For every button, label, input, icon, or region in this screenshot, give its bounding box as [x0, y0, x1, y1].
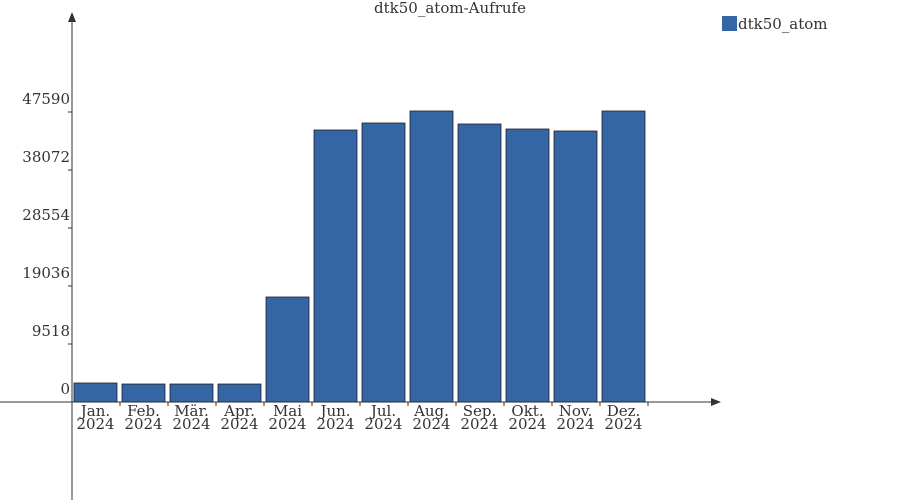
y-tick-label: 38072: [22, 148, 70, 166]
bar: [505, 128, 550, 403]
y-tick-label: 0: [60, 380, 70, 398]
bar: [361, 122, 406, 403]
x-tick-label: Sep.: [463, 402, 497, 420]
x-tick-label: 2024: [220, 415, 258, 433]
x-tick-label: 2024: [76, 415, 114, 433]
bar: [265, 296, 310, 403]
x-tick-label: Dez.: [607, 402, 641, 420]
bar: [457, 123, 502, 403]
y-tick-label: 19036: [22, 264, 70, 282]
legend-swatch: [722, 16, 737, 31]
x-tick-label: 2024: [316, 415, 354, 433]
x-tick-label: 2024: [460, 415, 498, 433]
x-tick-label: 2024: [412, 415, 450, 433]
x-tick-label: 2024: [124, 415, 162, 433]
x-tick-label: Jul.: [369, 402, 396, 420]
y-axis-arrow: [68, 12, 76, 22]
y-tick-label: 9518: [32, 322, 70, 340]
bar: [217, 383, 262, 403]
bar: [409, 110, 454, 403]
bar: [73, 382, 118, 403]
y-tick-label: 28554: [22, 206, 70, 224]
bar: [313, 129, 358, 403]
bar: [121, 383, 166, 403]
x-tick-label: 2024: [556, 415, 594, 433]
bar: [553, 130, 598, 403]
bar: [169, 383, 214, 403]
x-tick-label: Okt.: [511, 402, 543, 420]
x-tick-label: 2024: [268, 415, 306, 433]
x-tick-label: Nov.: [559, 402, 593, 420]
x-tick-label: 2024: [172, 415, 210, 433]
x-axis-arrow: [711, 398, 721, 406]
x-tick-label: Mär.: [174, 402, 209, 420]
x-tick-label: 2024: [364, 415, 402, 433]
chart-title: dtk50_atom-Aufrufe: [374, 0, 526, 17]
x-tick-label: 2024: [508, 415, 546, 433]
x-tick-label: Jun.: [318, 402, 350, 420]
x-tick-label: Jan.: [79, 402, 110, 420]
x-tick-label: Apr.: [223, 402, 255, 420]
y-tick-label: 47590: [22, 90, 70, 108]
x-tick-label: Feb.: [127, 402, 160, 420]
x-tick-label: Aug.: [413, 402, 449, 420]
bar: [601, 110, 646, 403]
x-tick-label: 2024: [604, 415, 642, 433]
legend-label: dtk50_atom: [738, 15, 828, 33]
x-tick-label: Mai: [273, 402, 302, 420]
